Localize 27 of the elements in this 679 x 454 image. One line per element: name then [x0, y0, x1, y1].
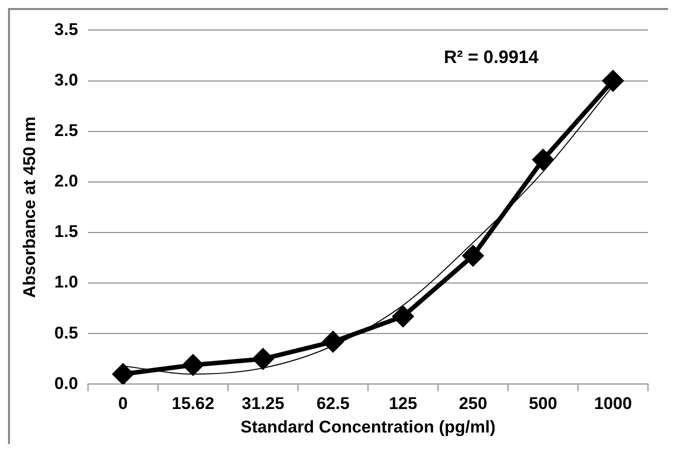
x-tick-label: 31.25	[242, 394, 284, 414]
x-tick-label: 500	[528, 394, 558, 414]
x-tick-label: 62.5	[316, 394, 350, 414]
point	[252, 348, 274, 370]
x-tick-label: 1000	[594, 394, 632, 414]
annotation: R² = 0.9914	[444, 47, 538, 68]
y-tick-label: 0.5	[54, 323, 78, 342]
y-tick-label: 2.5	[54, 121, 78, 140]
x-tick-label: 125	[388, 394, 418, 414]
y-tick-label: 0.0	[54, 374, 78, 393]
point	[462, 246, 484, 266]
point	[322, 331, 344, 352]
y-tick-label: 1.0	[54, 272, 78, 292]
point	[112, 364, 134, 384]
point	[532, 149, 554, 170]
y-tick-label: 3.0	[54, 70, 78, 90]
x-axis-title: Standard Concentration (pg/ml)	[240, 417, 496, 436]
point	[602, 70, 624, 92]
y-tick-label: 3.5	[54, 20, 78, 39]
x-tick-label: 250	[458, 394, 488, 414]
y-tick-label: 1.5	[54, 222, 78, 242]
y-tick-label: 2.0	[54, 172, 78, 191]
point	[392, 306, 414, 327]
x-tick-label: 0	[118, 394, 128, 414]
point	[182, 354, 204, 376]
x-tick-label: 15.62	[172, 394, 214, 414]
y-axis-title: Absorbance at 450 nm	[20, 116, 39, 298]
